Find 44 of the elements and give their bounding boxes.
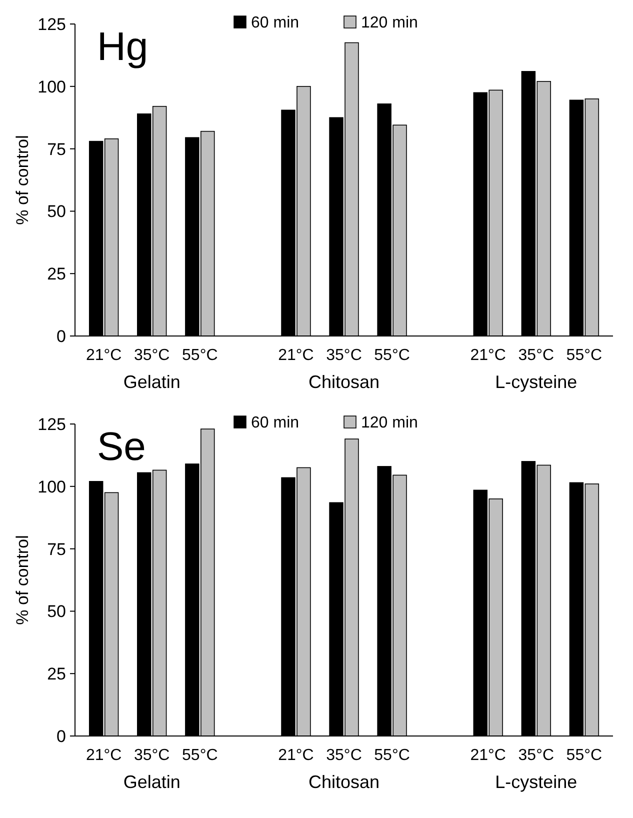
text: L-cysteine xyxy=(495,372,578,392)
y-tick-label: 75 xyxy=(47,540,66,559)
x-tick-label: 55°C xyxy=(182,747,218,764)
x-tick-label: 21°C xyxy=(86,747,122,764)
y-tick-label: 0 xyxy=(56,726,66,746)
legend-label: 60 min xyxy=(251,414,300,432)
x-tick-label: 35°C xyxy=(326,747,362,764)
y-tick-label: 75 xyxy=(47,140,66,159)
legend-label: 120 min xyxy=(361,14,418,32)
x-tick-label: 55°C xyxy=(374,347,410,364)
x-tick-label: 35°C xyxy=(134,747,170,764)
chart-title: Hg xyxy=(97,25,148,69)
legend-label: 120 min xyxy=(361,414,418,432)
x-tick-label: 21°C xyxy=(278,347,314,364)
text: L-cysteine xyxy=(495,772,578,792)
x-tick-label: 21°C xyxy=(278,747,314,764)
x-tick-label: 35°C xyxy=(518,747,554,764)
y-tick-label: 100 xyxy=(38,77,66,96)
x-tick-label: 21°C xyxy=(470,347,506,364)
y-tick-label: 50 xyxy=(47,202,66,222)
y-tick-label: 25 xyxy=(47,664,66,684)
text: Chitosan xyxy=(308,772,380,792)
text: Chitosan xyxy=(308,372,380,392)
y-tick-label: 50 xyxy=(47,602,66,622)
x-tick-label: 55°C xyxy=(566,747,602,764)
y-tick-label: 125 xyxy=(38,414,66,434)
text: Gelatin xyxy=(123,372,180,392)
x-tick-label: 21°C xyxy=(86,347,122,364)
y-axis-title: % of control xyxy=(13,135,32,225)
x-tick-label: 55°C xyxy=(182,347,218,364)
y-tick-label: 100 xyxy=(38,477,66,496)
x-tick-label: 21°C xyxy=(470,747,506,764)
x-tick-label: 35°C xyxy=(134,347,170,364)
y-tick-label: 25 xyxy=(47,264,66,284)
x-tick-label: 35°C xyxy=(518,347,554,364)
x-tick-label: 55°C xyxy=(566,347,602,364)
legend-label: 60 min xyxy=(251,14,300,32)
x-tick-label: 35°C xyxy=(326,347,362,364)
y-tick-label: 125 xyxy=(38,14,66,34)
y-tick-label: 0 xyxy=(56,326,66,346)
y-axis-title: % of control xyxy=(13,535,32,625)
text: Gelatin xyxy=(123,772,180,792)
chart-title: Se xyxy=(97,425,146,469)
x-tick-label: 55°C xyxy=(374,747,410,764)
